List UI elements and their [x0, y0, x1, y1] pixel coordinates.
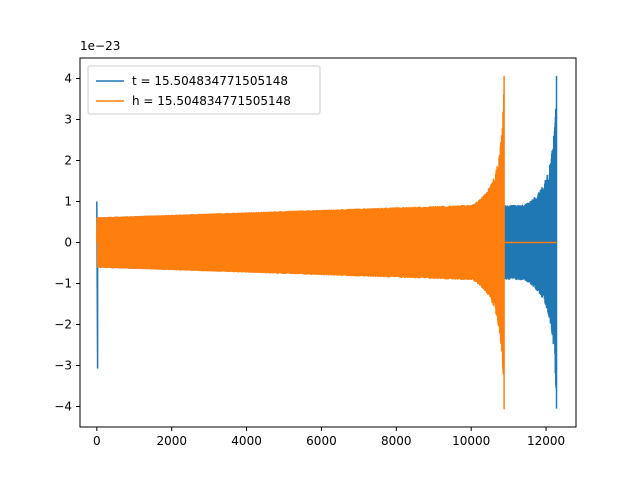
x-tick-label: 2000	[156, 434, 187, 448]
legend: t = 15.504834771505148 h = 15.5048347715…	[87, 65, 321, 115]
legend-box	[87, 65, 321, 115]
x-tick-label: 0	[93, 434, 101, 448]
y-offset-label: 1e−23	[80, 39, 120, 53]
y-tick-label: −4	[54, 400, 72, 414]
y-tick-label: 0	[64, 236, 72, 250]
y-tick-label: −1	[54, 277, 72, 291]
y-tick-label: 3	[64, 113, 72, 127]
y-tick-label: −2	[54, 318, 72, 332]
x-axis: 0 2000 4000 6000 8000 10000 12000	[93, 427, 565, 448]
y-tick-label: 4	[64, 72, 72, 86]
series-line-h	[96, 75, 557, 410]
series-layer	[96, 75, 558, 410]
legend-label-t: t = 15.504834771505148	[132, 74, 288, 88]
x-tick-label: 12000	[527, 434, 565, 448]
x-tick-label: 10000	[452, 434, 490, 448]
x-tick-label: 8000	[381, 434, 412, 448]
y-tick-label: 2	[64, 154, 72, 168]
legend-label-h: h = 15.504834771505148	[132, 94, 291, 108]
y-axis: −4 −3 −2 −1 0 1 2 3 4	[54, 72, 80, 414]
y-tick-label: −3	[54, 359, 72, 373]
x-tick-label: 4000	[231, 434, 262, 448]
x-tick-label: 6000	[306, 434, 337, 448]
y-tick-label: 1	[64, 195, 72, 209]
